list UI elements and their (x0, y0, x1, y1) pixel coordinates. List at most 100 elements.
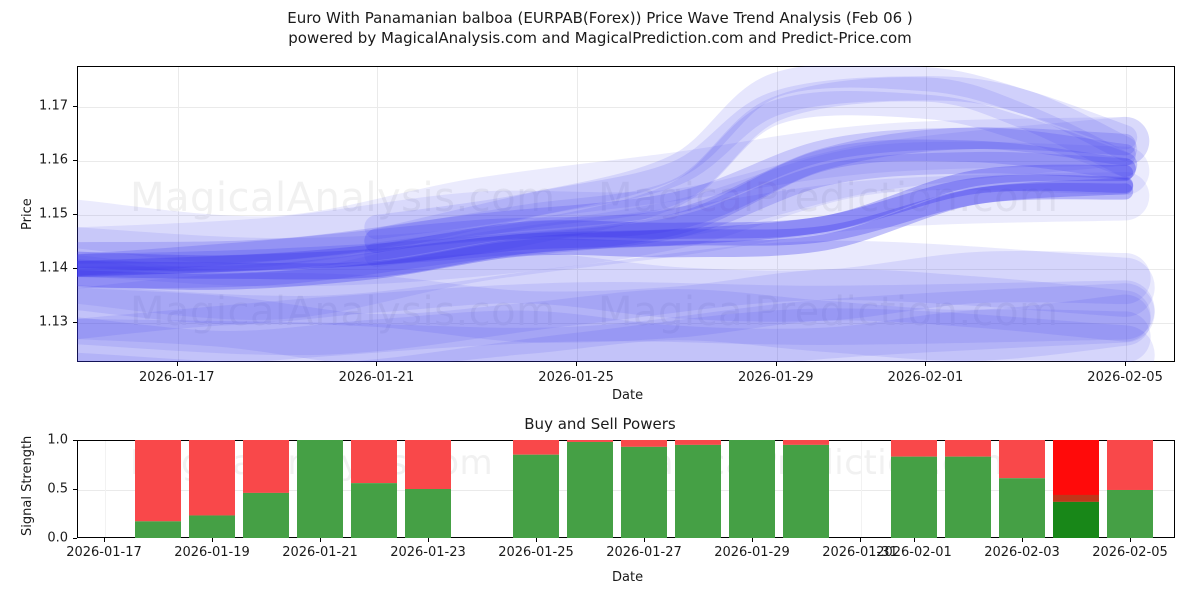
lower-y-tickmark (73, 489, 77, 490)
main-x-tickmark (576, 362, 578, 366)
lower-x-tickmark (1130, 538, 1131, 542)
wave-band-segment (77, 308, 1155, 362)
buy-power-bar[interactable] (135, 521, 181, 538)
buy-sell-chart-title: Buy and Sell Powers (524, 415, 676, 433)
main-gridline-horizontal (78, 268, 1174, 270)
wave-band-segment (77, 283, 1155, 362)
wave-band-segment (77, 141, 1150, 287)
sell-power-bar[interactable] (621, 440, 667, 447)
wave-band-segment (364, 66, 1138, 240)
wave-band-segment (364, 77, 1138, 253)
wave-band-segment (77, 116, 1150, 265)
sell-power-bar[interactable] (1107, 440, 1153, 490)
buy-power-bar[interactable] (621, 446, 667, 538)
buy-power-bar[interactable] (675, 444, 721, 538)
sell-power-bar[interactable] (891, 440, 937, 457)
lower-x-tickmark (860, 538, 861, 542)
lower-x-tick-label: 2026-02-05 (1092, 545, 1168, 560)
sell-power-bar[interactable] (405, 440, 451, 489)
lower-x-tick-label: 2026-01-21 (282, 545, 358, 560)
wave-band-segment (77, 116, 1150, 276)
lower-gridline-vertical (105, 441, 106, 537)
main-x-tickmark (775, 362, 777, 366)
sell-power-bar[interactable] (135, 440, 181, 522)
lower-x-tickmark (1022, 538, 1023, 542)
lower-x-tick-label: 2026-01-31 (822, 545, 898, 560)
lower-x-tickmark (212, 538, 213, 542)
sell-power-bar[interactable] (189, 440, 235, 516)
main-y-tick-label: 1.15 (39, 206, 68, 222)
lower-x-tick-label: 2026-01-19 (174, 545, 250, 560)
sell-power-bar[interactable] (675, 440, 721, 445)
main-y-tick-label: 1.17 (39, 98, 68, 114)
buy-power-bar[interactable] (729, 440, 775, 538)
buy-power-bar[interactable] (891, 456, 937, 538)
lower-x-axis-label: Date (612, 570, 644, 585)
main-x-tick-label: 2026-02-01 (887, 370, 964, 385)
wave-band-segment (364, 76, 1138, 254)
main-gridline-vertical (776, 67, 778, 361)
wave-band-segment (77, 178, 1134, 280)
main-gridline-vertical (577, 67, 579, 361)
main-x-tick-label: 2026-01-29 (737, 370, 814, 385)
buy-power-bar[interactable] (351, 483, 397, 538)
main-y-tick-label: 1.13 (39, 314, 68, 330)
buy-power-bar[interactable] (513, 454, 559, 538)
main-x-tick-label: 2026-01-21 (338, 370, 415, 385)
sell-power-bar[interactable] (1053, 440, 1099, 502)
sell-power-bar[interactable] (567, 440, 613, 442)
lower-x-tickmark (644, 538, 645, 542)
main-gridline-vertical (377, 67, 379, 361)
sell-power-bar[interactable] (513, 440, 559, 455)
sell-power-bar[interactable] (945, 440, 991, 457)
wave-band-segment (77, 127, 1136, 276)
wave-band-segment (77, 269, 1151, 343)
buy-power-bar[interactable] (783, 444, 829, 538)
sell-power-bar[interactable] (999, 440, 1045, 479)
lower-x-tick-label: 2026-01-17 (66, 545, 142, 560)
wave-band-segment (77, 183, 1134, 290)
lower-y-tickmark (73, 538, 77, 539)
main-gridline-horizontal (78, 107, 1174, 109)
main-x-axis-label: Date (612, 388, 644, 403)
lower-y-tick-label: 0.5 (47, 481, 68, 497)
wave-band-segment (77, 251, 1151, 324)
lower-x-tickmark (428, 538, 429, 542)
lower-y-tick-label: 1.0 (47, 432, 68, 448)
buy-power-bar[interactable] (567, 441, 613, 538)
buy-power-bar[interactable] (405, 489, 451, 538)
lower-y-tick-label: 0.0 (47, 530, 68, 546)
bar-overlap-band (1053, 494, 1099, 502)
main-x-tick-label: 2026-01-17 (139, 370, 215, 385)
main-x-tick-label: 2026-01-25 (538, 370, 614, 385)
buy-power-bar[interactable] (1053, 501, 1099, 538)
wave-band-segment (77, 287, 1151, 362)
wave-band-segment (77, 127, 1136, 264)
lower-x-tick-label: 2026-01-27 (606, 545, 682, 560)
buy-power-bar[interactable] (945, 456, 991, 538)
buy-power-bar[interactable] (1107, 489, 1153, 538)
main-x-tickmark (176, 362, 178, 366)
lower-x-tick-label: 2026-01-23 (390, 545, 466, 560)
sell-power-bar[interactable] (243, 440, 289, 493)
wave-band-segment (77, 151, 1136, 289)
lower-y-tickmark (73, 440, 77, 441)
main-gridline-horizontal (78, 161, 1174, 163)
lower-x-tick-label: 2026-01-25 (498, 545, 574, 560)
buy-power-bar[interactable] (189, 515, 235, 538)
sell-power-bar[interactable] (783, 440, 829, 445)
main-x-tickmark (376, 362, 378, 366)
buy-power-bar[interactable] (243, 492, 289, 538)
lower-gridline-vertical (861, 441, 862, 537)
wave-band-segment (364, 91, 1138, 267)
main-y-tickmark (73, 106, 77, 108)
buy-power-bar[interactable] (297, 440, 343, 538)
main-y-tick-label: 1.14 (39, 260, 68, 276)
sell-power-bar[interactable] (351, 440, 397, 484)
wave-band-segment (77, 174, 1134, 277)
lower-x-tick-label: 2026-02-03 (984, 545, 1060, 560)
lower-x-tickmark (104, 538, 105, 542)
buy-power-bar[interactable] (999, 478, 1045, 538)
